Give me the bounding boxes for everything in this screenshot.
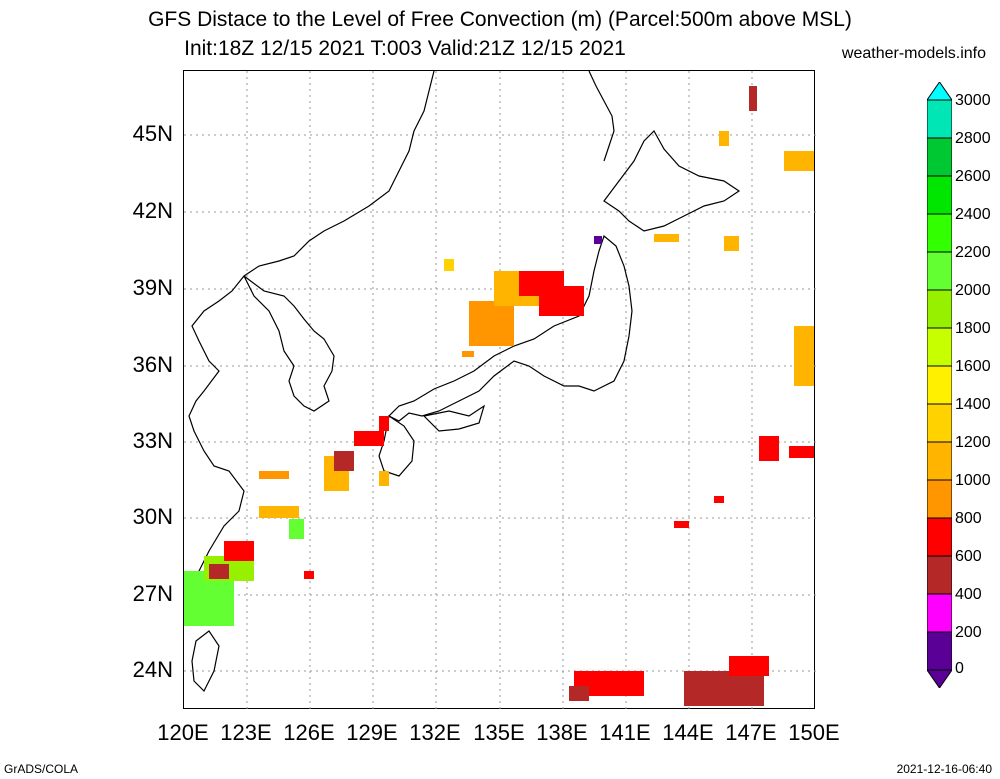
map-plot-area [183, 70, 816, 710]
site-credit: weather-models.info [841, 45, 986, 62]
colorbar-label: 1000 [955, 472, 991, 489]
colorbar-label: 800 [955, 510, 982, 527]
colorbar-label: 2000 [955, 282, 991, 299]
field-shading [184, 86, 814, 706]
lon-label-141e: 141E [599, 720, 651, 745]
colorbar-cell [927, 631, 952, 671]
coastlines [184, 71, 741, 693]
lon-label-123e: 123E [220, 720, 272, 745]
lon-label-135e: 135E [473, 720, 525, 745]
lon-label-144e: 144E [662, 720, 714, 745]
colorbar-cell [927, 289, 952, 329]
colorbar-label: 1600 [955, 358, 991, 375]
lat-label-33n: 33N [132, 428, 173, 453]
lat-label-36n: 36N [132, 352, 173, 377]
colorbar-cell [927, 517, 952, 557]
map-subtitle: Init:18Z 12/15 2021 T:003 Valid:21Z 12/1… [184, 37, 626, 60]
colorbar [927, 82, 952, 688]
colorbar-label: 0 [955, 660, 964, 677]
colorbar-cell [927, 593, 952, 633]
map-title: GFS Distace to the Level of Free Convect… [148, 8, 852, 31]
colorbar-cell [927, 213, 952, 253]
colorbar-label: 600 [955, 548, 982, 565]
lon-label-129e: 129E [346, 720, 398, 745]
colorbar-cell [927, 137, 952, 177]
lon-label-147e: 147E [725, 720, 777, 745]
colorbar-label: 1800 [955, 320, 991, 337]
footer-timestamp: 2021-12-16-06:40 [896, 762, 992, 776]
colorbar-cell [927, 479, 952, 519]
lat-label-27n: 27N [132, 581, 173, 606]
colorbar-label: 1400 [955, 396, 991, 413]
colorbar-cell [927, 99, 952, 139]
colorbar-cell [927, 251, 952, 291]
lon-label-120e: 120E [157, 720, 209, 745]
lon-label-150e: 150E [788, 720, 840, 745]
colorbar-label: 2400 [955, 206, 991, 223]
gridlines [184, 71, 816, 710]
colorbar-cell [927, 403, 952, 443]
lat-label-24n: 24N [132, 657, 173, 682]
colorbar-cell [927, 441, 952, 481]
map-canvas [184, 71, 816, 710]
colorbar-cell [927, 327, 952, 367]
lat-label-42n: 42N [132, 198, 173, 223]
colorbar-label: 1200 [955, 434, 991, 451]
colorbar-label: 2200 [955, 244, 991, 261]
colorbar-label: 2800 [955, 130, 991, 147]
lon-label-126e: 126E [283, 720, 335, 745]
footer-credit: GrADS/COLA [4, 762, 79, 776]
colorbar-label: 200 [955, 624, 982, 641]
lon-label-138e: 138E [536, 720, 588, 745]
lat-label-30n: 30N [132, 504, 173, 529]
colorbar-cell [927, 365, 952, 405]
lat-label-45n: 45N [132, 121, 173, 146]
colorbar-cell [927, 555, 952, 595]
colorbar-label: 400 [955, 586, 982, 603]
lat-label-39n: 39N [132, 275, 173, 300]
colorbar-label: 3000 [955, 92, 991, 109]
colorbar-cell [927, 175, 952, 215]
lon-label-132e: 132E [409, 720, 461, 745]
colorbar-label: 2600 [955, 168, 991, 185]
